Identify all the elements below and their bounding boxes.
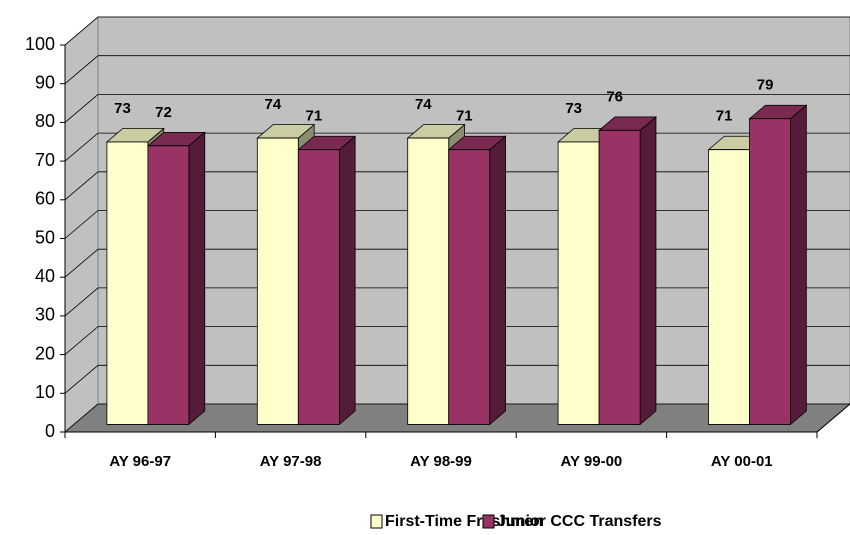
legend-label: First-Time Freshmen bbox=[385, 513, 543, 530]
legend-swatch bbox=[370, 514, 383, 529]
grid-line bbox=[64, 55, 850, 85]
x-tick-label: AY 96-97 bbox=[109, 453, 171, 470]
legend-swatch bbox=[482, 514, 495, 529]
bar bbox=[297, 149, 340, 425]
value-label: 72 bbox=[155, 104, 172, 121]
floor-edge bbox=[816, 403, 850, 433]
x-tick-label: AY 00-01 bbox=[711, 453, 773, 470]
x-tick-label: AY 99-00 bbox=[561, 453, 623, 470]
value-label: 71 bbox=[306, 108, 323, 125]
bar-side bbox=[489, 135, 506, 426]
y-tick-label: 0 bbox=[45, 421, 55, 441]
grid-line bbox=[64, 16, 850, 46]
bar bbox=[147, 145, 190, 425]
bar bbox=[106, 141, 149, 425]
x-tick-label: AY 98-99 bbox=[410, 453, 472, 470]
bar bbox=[749, 118, 791, 425]
x-tick-label: AY 97-98 bbox=[260, 453, 322, 470]
y-tick-label: 100 bbox=[25, 34, 55, 54]
y-tick-label: 50 bbox=[35, 227, 55, 247]
bar bbox=[598, 129, 641, 425]
y-tick-label: 60 bbox=[35, 189, 55, 209]
bar bbox=[708, 149, 750, 425]
value-label: 79 bbox=[757, 77, 774, 94]
y-tick-label: 20 bbox=[35, 343, 55, 363]
bar-side bbox=[338, 135, 356, 426]
y-tick-label: 70 bbox=[35, 150, 55, 170]
value-label: 74 bbox=[265, 96, 282, 113]
bar bbox=[448, 149, 491, 425]
value-label: 73 bbox=[565, 100, 582, 117]
bar bbox=[256, 137, 299, 425]
bar bbox=[407, 137, 450, 425]
value-label: 76 bbox=[606, 88, 623, 105]
y-tick-label: 40 bbox=[35, 266, 55, 286]
bar bbox=[557, 141, 600, 425]
value-label: 74 bbox=[415, 96, 432, 113]
value-label: 71 bbox=[716, 108, 733, 125]
y-tick-label: 90 bbox=[35, 72, 55, 92]
y-tick-label: 30 bbox=[35, 305, 55, 325]
value-label: 71 bbox=[456, 108, 473, 125]
bar-side bbox=[790, 104, 807, 426]
legend-label: Junior CCC Transfers bbox=[497, 513, 662, 530]
bar-side bbox=[639, 116, 657, 426]
grid-line bbox=[64, 94, 850, 123]
y-tick-label: 80 bbox=[35, 111, 55, 131]
y-tick-label: 10 bbox=[35, 382, 55, 402]
value-label: 73 bbox=[114, 100, 131, 117]
bar-side bbox=[188, 131, 206, 426]
